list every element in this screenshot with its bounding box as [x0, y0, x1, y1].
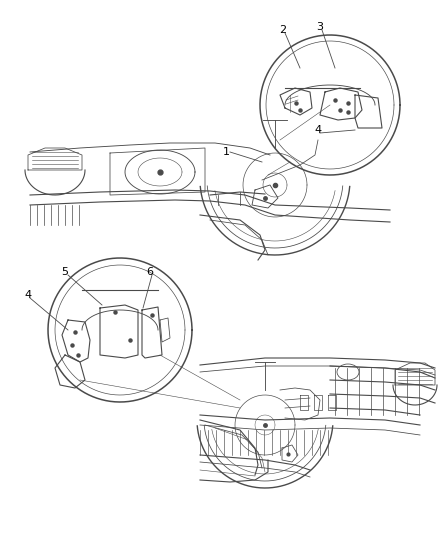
Text: 2: 2 [279, 25, 286, 35]
Text: 4: 4 [25, 290, 32, 300]
Text: 4: 4 [314, 125, 321, 135]
Text: 1: 1 [223, 147, 230, 157]
Text: 3: 3 [317, 22, 324, 32]
Text: 6: 6 [146, 267, 153, 277]
Text: 5: 5 [61, 267, 68, 277]
